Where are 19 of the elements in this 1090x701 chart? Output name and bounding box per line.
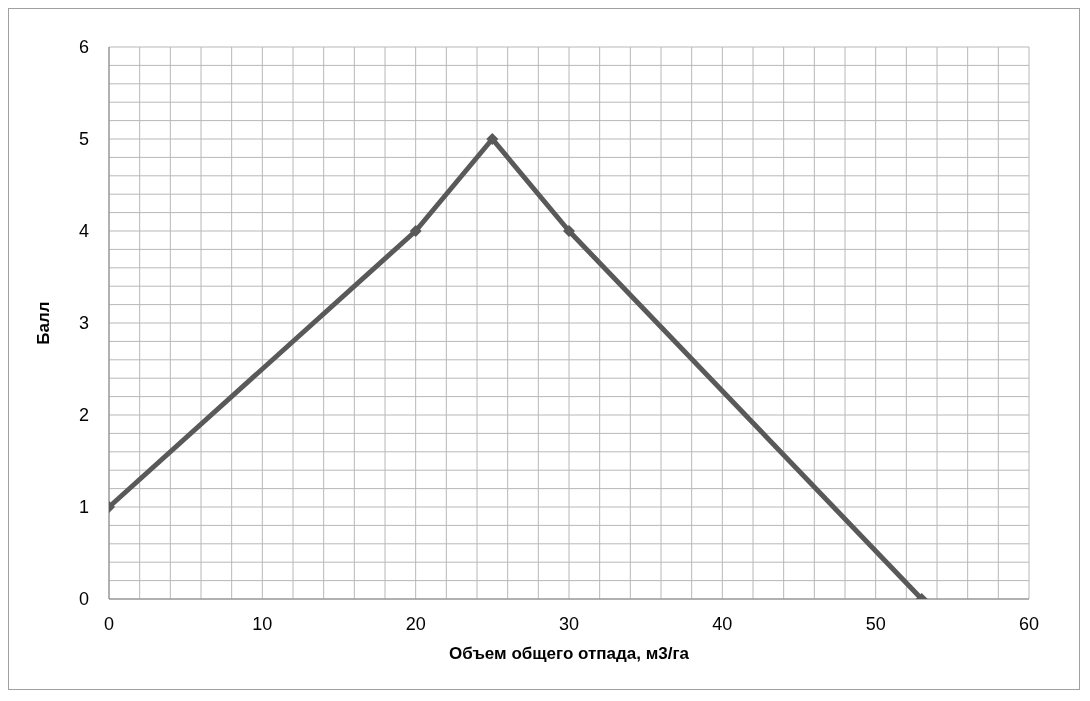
point [409,225,422,237]
x-tick-label: 50 [865,613,886,634]
y-tick-label: 2 [78,405,89,426]
y-tick-label: 3 [78,313,89,334]
point [563,225,575,237]
point [486,133,499,145]
y-axis-title: Балл [34,301,54,345]
x-tick-label: 30 [558,613,580,634]
y-tick-label: 4 [78,221,89,242]
y-tick-label: 0 [78,589,89,610]
y-tick-label: 1 [78,497,89,518]
x-tick-label: 20 [405,613,426,634]
x-tick-label: 60 [1018,613,1040,634]
y-tick-label: 6 [78,37,89,58]
x-tick-label: 40 [712,613,733,634]
x-tick-label: 10 [252,613,273,634]
x-tick-label: 0 [103,613,115,634]
x-axis-title: Объем общего отпада, м3/га [448,644,690,663]
y-tick-label: 5 [78,129,89,150]
